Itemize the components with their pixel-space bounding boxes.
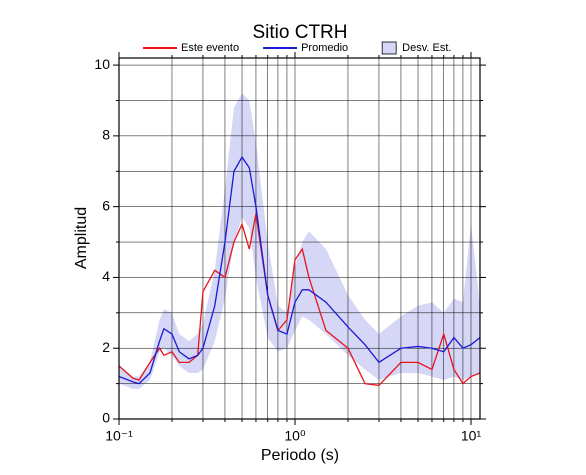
legend-label: Este evento: [181, 42, 239, 54]
y-tick-label: 6: [102, 197, 110, 213]
y-tick-label: 0: [102, 410, 110, 426]
legend-label: Promedio: [301, 42, 348, 54]
x-tick-label: 10⁰: [284, 428, 306, 444]
x-tick-label: 10⁻¹: [105, 428, 133, 444]
plot-frame: [118, 57, 481, 420]
legend-swatch: [381, 41, 397, 55]
legend-label: Desv. Est.: [402, 42, 451, 54]
std-band: [119, 93, 480, 389]
x-axis-label: Periodo (s): [261, 447, 339, 464]
y-tick-label: 8: [102, 127, 110, 143]
y-tick-label: 10: [94, 56, 110, 72]
series-line: [118, 155, 481, 385]
y-axis-label: Amplitud: [73, 207, 90, 269]
chart-title: Sitio CTRH: [252, 22, 347, 43]
x-tick-label: 10¹: [461, 428, 482, 444]
y-tick-label: 4: [102, 268, 110, 284]
y-tick-label: 2: [102, 339, 110, 355]
